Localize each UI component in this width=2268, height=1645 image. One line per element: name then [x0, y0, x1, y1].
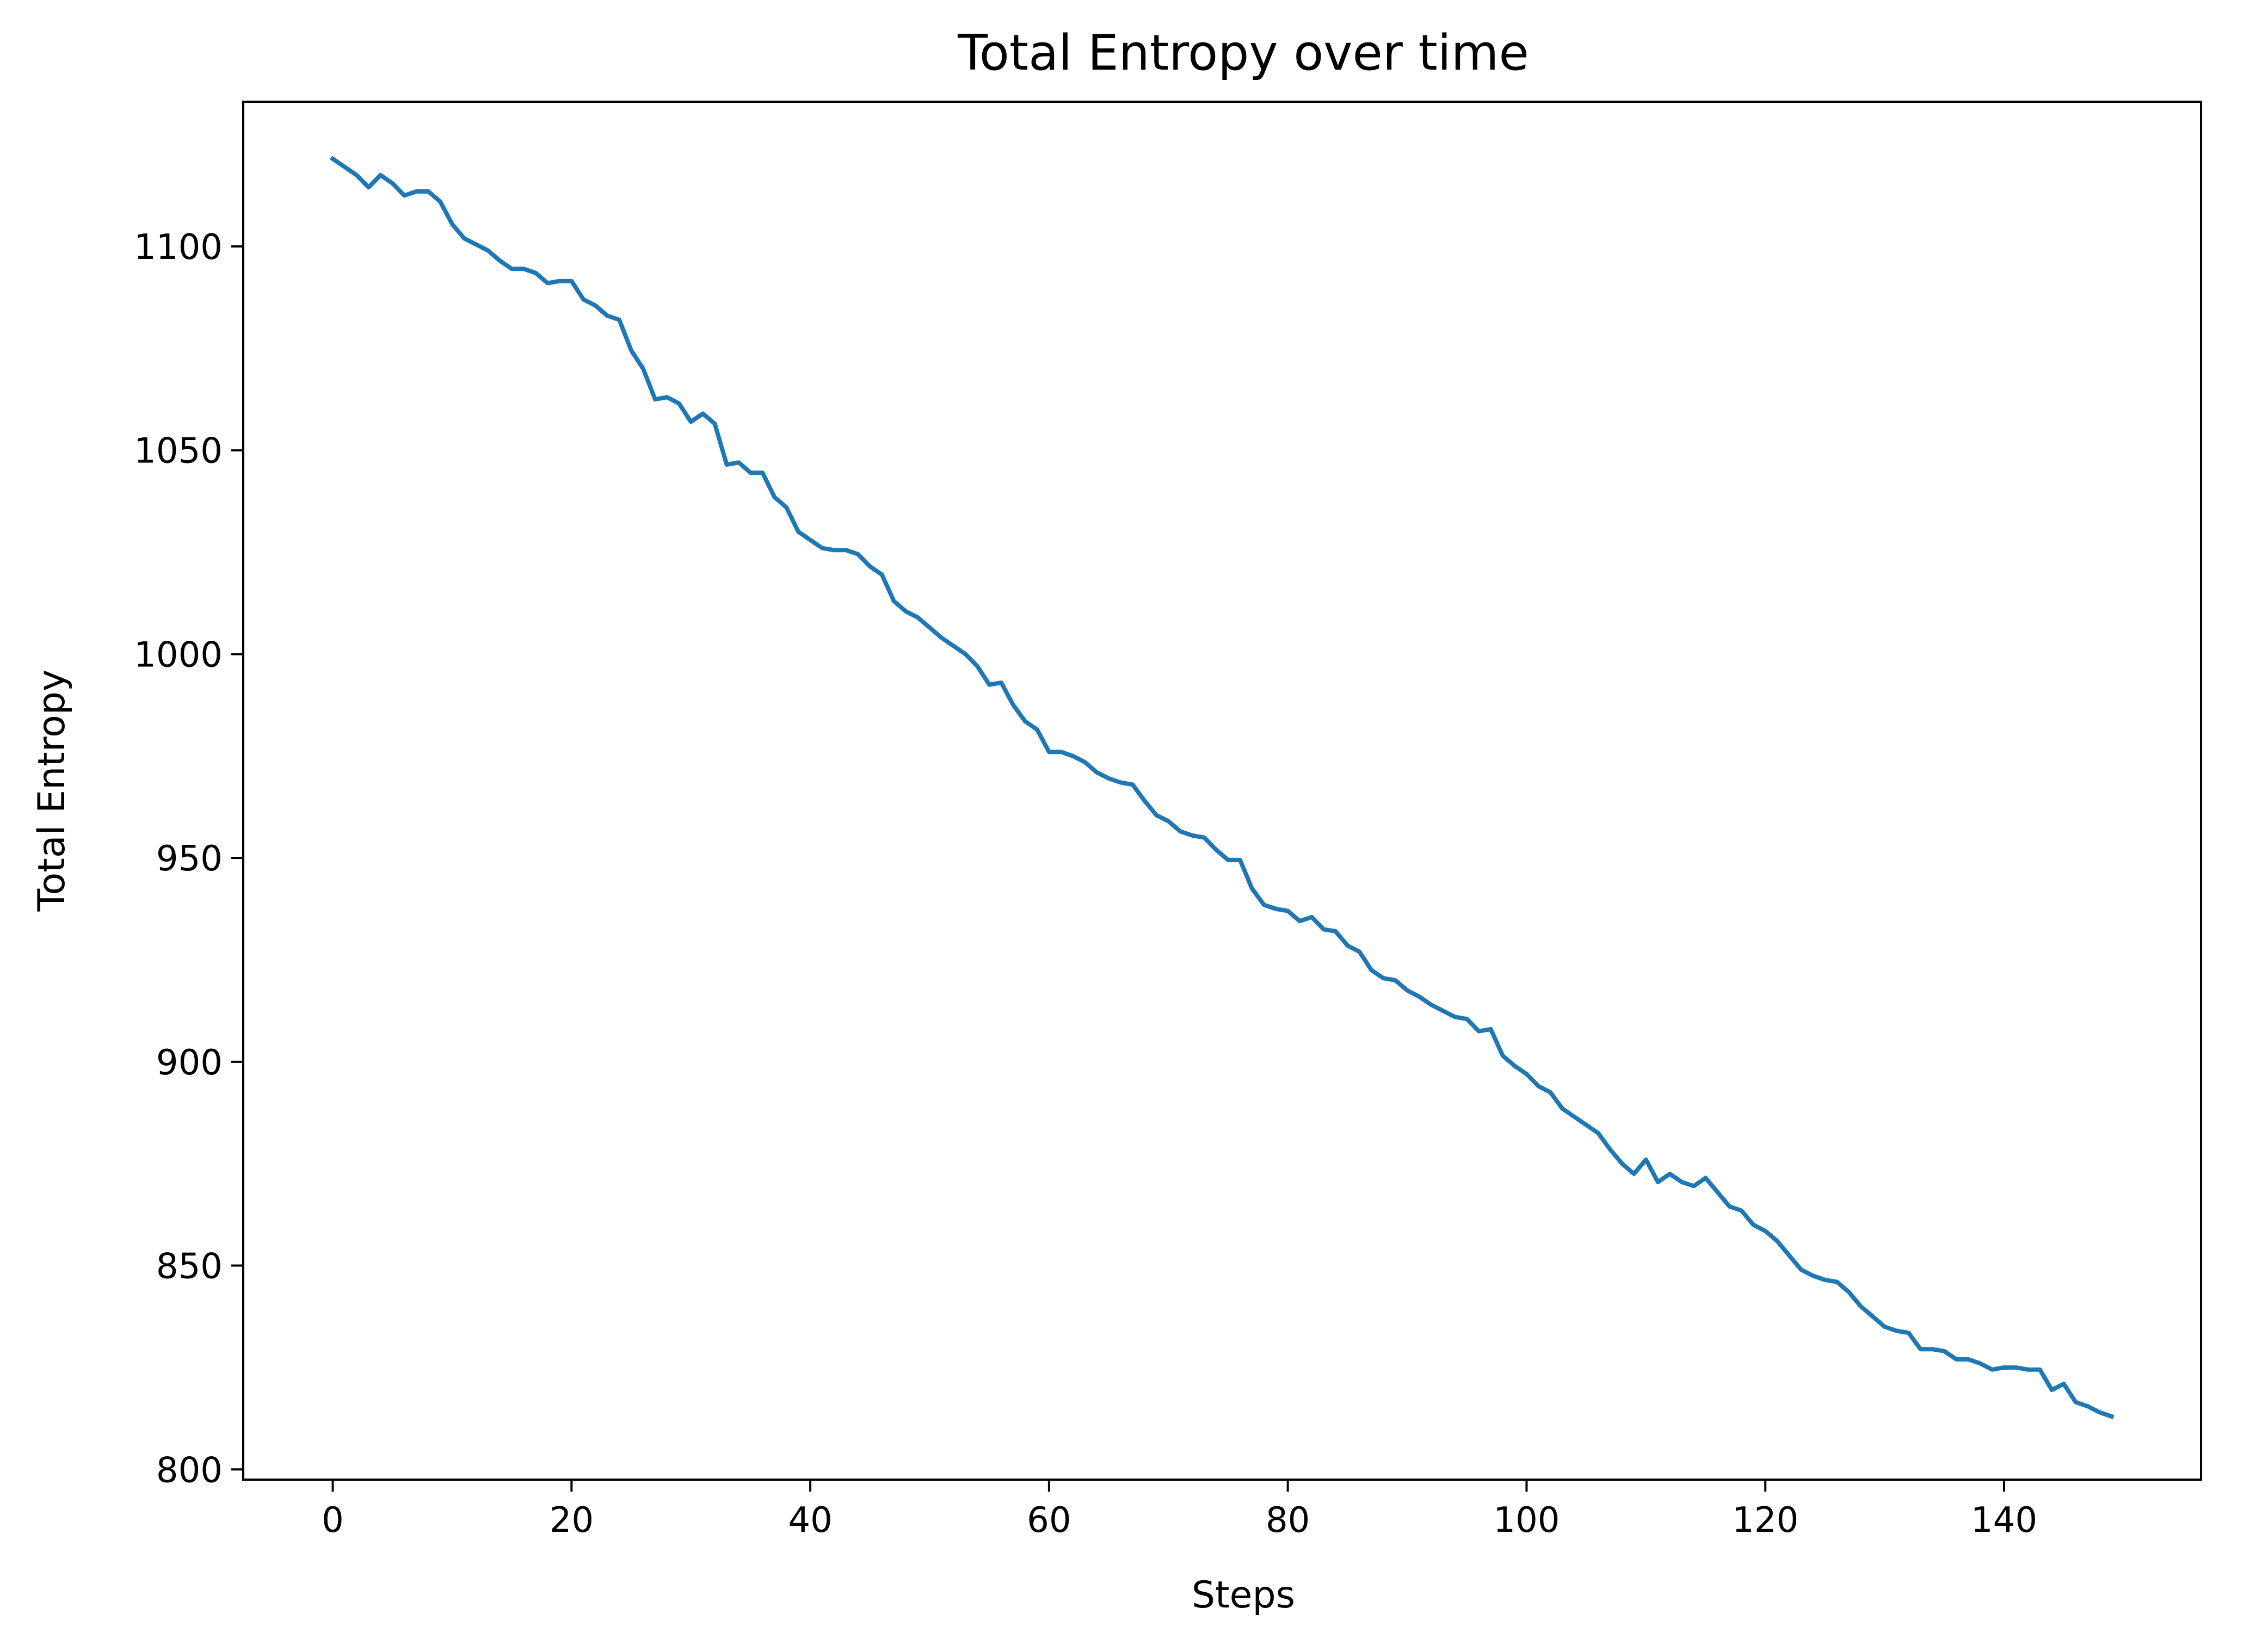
chart-title: Total Entropy over time	[957, 24, 1529, 82]
y-axis-label: Total Entropy	[30, 670, 73, 912]
x-tick-label: 0	[322, 1500, 344, 1541]
x-tick-label: 120	[1732, 1500, 1798, 1541]
x-tick-label: 20	[550, 1500, 594, 1541]
y-tick-label: 1050	[134, 431, 223, 472]
x-tick-label: 80	[1266, 1500, 1310, 1541]
x-tick-label: 140	[1971, 1500, 2037, 1541]
x-axis: 0 20 40 60 80 100 120 140	[322, 1480, 2037, 1541]
x-tick-label: 60	[1027, 1500, 1071, 1541]
series-line	[329, 156, 2115, 1419]
plot-area	[329, 156, 2115, 1419]
y-tick-label: 1000	[134, 635, 223, 675]
y-tick-label: 900	[156, 1043, 223, 1083]
y-tick-label: 850	[156, 1247, 223, 1287]
y-tick-label: 1100	[134, 227, 223, 268]
y-tick-label: 950	[156, 839, 223, 879]
x-tick-label: 40	[788, 1500, 832, 1541]
x-tick-label: 100	[1493, 1500, 1560, 1541]
y-axis: 800 850 900 950 1000 1050 1100	[134, 227, 243, 1491]
plot-frame	[242, 101, 2202, 1481]
y-tick-label: 800	[156, 1450, 223, 1491]
x-axis-label: Steps	[1192, 1574, 1295, 1617]
